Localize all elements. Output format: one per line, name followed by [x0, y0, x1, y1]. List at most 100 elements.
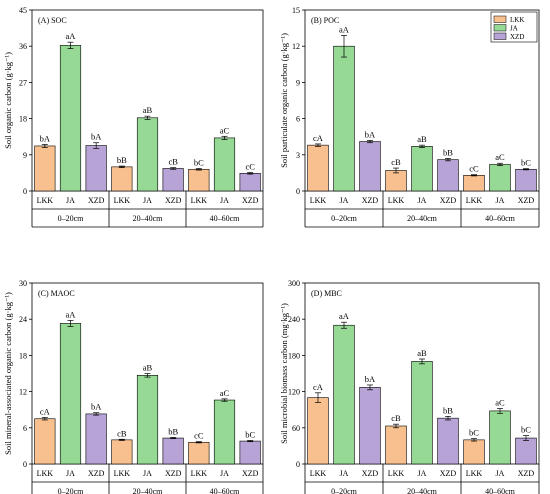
significance-label: bC	[194, 157, 204, 167]
y-tick-label: 30	[19, 279, 27, 288]
significance-label: aB	[417, 348, 427, 358]
significance-label: cA	[40, 407, 51, 417]
chart-panel-2: 0 3 6 9 12 15 Soil particulate organic carbon …	[279, 6, 540, 228]
significance-label: aA	[339, 311, 350, 321]
x-group-label: 20–40cm	[407, 214, 438, 223]
bar-lkk	[188, 441, 210, 465]
panel-label: (C) MAOC	[38, 289, 75, 298]
y-tick-label: 9	[23, 151, 27, 160]
bar-ja	[213, 399, 236, 465]
y-tick-label: 3	[296, 151, 300, 160]
significance-label: aB	[417, 134, 427, 144]
x-tick-label: XZD	[165, 196, 182, 205]
significance-label: bA	[40, 133, 51, 143]
y-tick-label: 12	[292, 42, 300, 51]
significance-label: cA	[313, 133, 324, 143]
y-tick-label: 6	[23, 424, 27, 433]
significance-label: aA	[66, 309, 77, 319]
x-tick-label: JA	[340, 469, 349, 478]
x-group-label: 20–40cm	[407, 487, 438, 494]
x-tick-label: JA	[66, 469, 75, 478]
bar-ja	[136, 375, 159, 465]
x-group-label: 0–20cm	[58, 487, 85, 494]
chart-panel-4: 0 60 120 180 240 300 Soil microbial biomass ca…	[279, 279, 540, 494]
legend-swatch-xzd	[493, 32, 507, 40]
y-axis-label: Soil organic carbon (g·kg⁻¹)	[3, 52, 13, 149]
bar-ja	[136, 117, 159, 192]
y-tick-label: 18	[19, 351, 27, 360]
legend-label: JA	[510, 25, 518, 33]
x-tick-label: LKK	[388, 196, 405, 205]
bar-ja	[489, 164, 511, 192]
bar-lkk	[385, 170, 407, 192]
bar-xzd	[359, 387, 381, 465]
y-tick-label: 24	[19, 315, 27, 324]
bar-ja	[59, 323, 82, 465]
significance-label: cC	[469, 164, 479, 174]
chart-panel-1: 0 9 18 27 36 45 Soil organic carbon (g·kg⁻¹) (A…	[3, 6, 264, 228]
y-tick-label: 9	[296, 78, 300, 87]
x-tick-label: JA	[418, 196, 427, 205]
significance-label: aB	[143, 363, 153, 373]
x-tick-label: XZD	[518, 469, 535, 478]
x-tick-label: XZD	[88, 196, 105, 205]
x-tick-label: LKK	[114, 196, 131, 205]
x-tick-label: LKK	[191, 469, 208, 478]
significance-label: bA	[365, 374, 376, 384]
bar-lkk	[188, 168, 210, 192]
bar-lkk	[463, 175, 485, 192]
bar-xzd	[162, 168, 184, 192]
bar-xzd	[239, 173, 261, 192]
y-axis-label: Soil particulate organic carbon (g·kg⁻¹)	[279, 33, 289, 168]
significance-label: cB	[391, 157, 401, 167]
bar-ja	[411, 361, 433, 465]
x-group-label: 0–20cm	[58, 214, 85, 223]
x-tick-label: LKK	[466, 196, 483, 205]
significance-label: cC	[194, 431, 204, 441]
bar-ja	[213, 137, 236, 192]
x-tick-label: XZD	[88, 469, 105, 478]
x-tick-label: XZD	[242, 469, 259, 478]
x-tick-label: JA	[66, 196, 75, 205]
x-tick-label: LKK	[466, 469, 483, 478]
x-tick-label: LKK	[114, 469, 131, 478]
x-tick-label: XZD	[165, 469, 182, 478]
bar-xzd	[515, 168, 537, 192]
significance-label: cC	[245, 161, 255, 171]
x-tick-label: JA	[220, 196, 229, 205]
significance-label: bC	[245, 429, 255, 439]
bar-lkk	[385, 425, 407, 465]
x-tick-label: LKK	[310, 196, 327, 205]
x-tick-label: LKK	[388, 469, 405, 478]
chart-panel-3: 0 6 12 18 24 30 Soil mineral-associated organi…	[3, 279, 264, 494]
bar-xzd	[437, 159, 459, 192]
y-tick-label: 300	[288, 279, 300, 288]
y-tick-label: 27	[19, 78, 27, 87]
x-tick-label: JA	[418, 469, 427, 478]
bar-xzd	[85, 145, 107, 192]
bar-ja	[333, 324, 355, 465]
x-tick-label: XZD	[440, 469, 457, 478]
x-group-label: 40–60cm	[210, 487, 241, 494]
x-tick-label: LKK	[191, 196, 208, 205]
significance-label: aC	[495, 152, 505, 162]
significance-label: aA	[66, 31, 77, 41]
bar-lkk	[307, 144, 329, 192]
y-tick-label: 6	[296, 115, 300, 124]
x-tick-label: XZD	[242, 196, 259, 205]
y-tick-label: 180	[288, 351, 300, 360]
y-tick-label: 60	[292, 424, 300, 433]
legend-label: LKK	[510, 16, 524, 24]
x-group-label: 40–60cm	[485, 487, 516, 494]
bar-ja	[411, 146, 433, 192]
legend-swatch-ja	[493, 24, 507, 32]
bar-xzd	[85, 413, 107, 465]
bar-ja	[59, 45, 82, 192]
x-tick-label: XZD	[440, 196, 457, 205]
x-tick-label: JA	[496, 196, 505, 205]
x-tick-label: JA	[143, 196, 152, 205]
panel-label: (B) POC	[311, 16, 339, 25]
bar-xzd	[239, 440, 261, 465]
